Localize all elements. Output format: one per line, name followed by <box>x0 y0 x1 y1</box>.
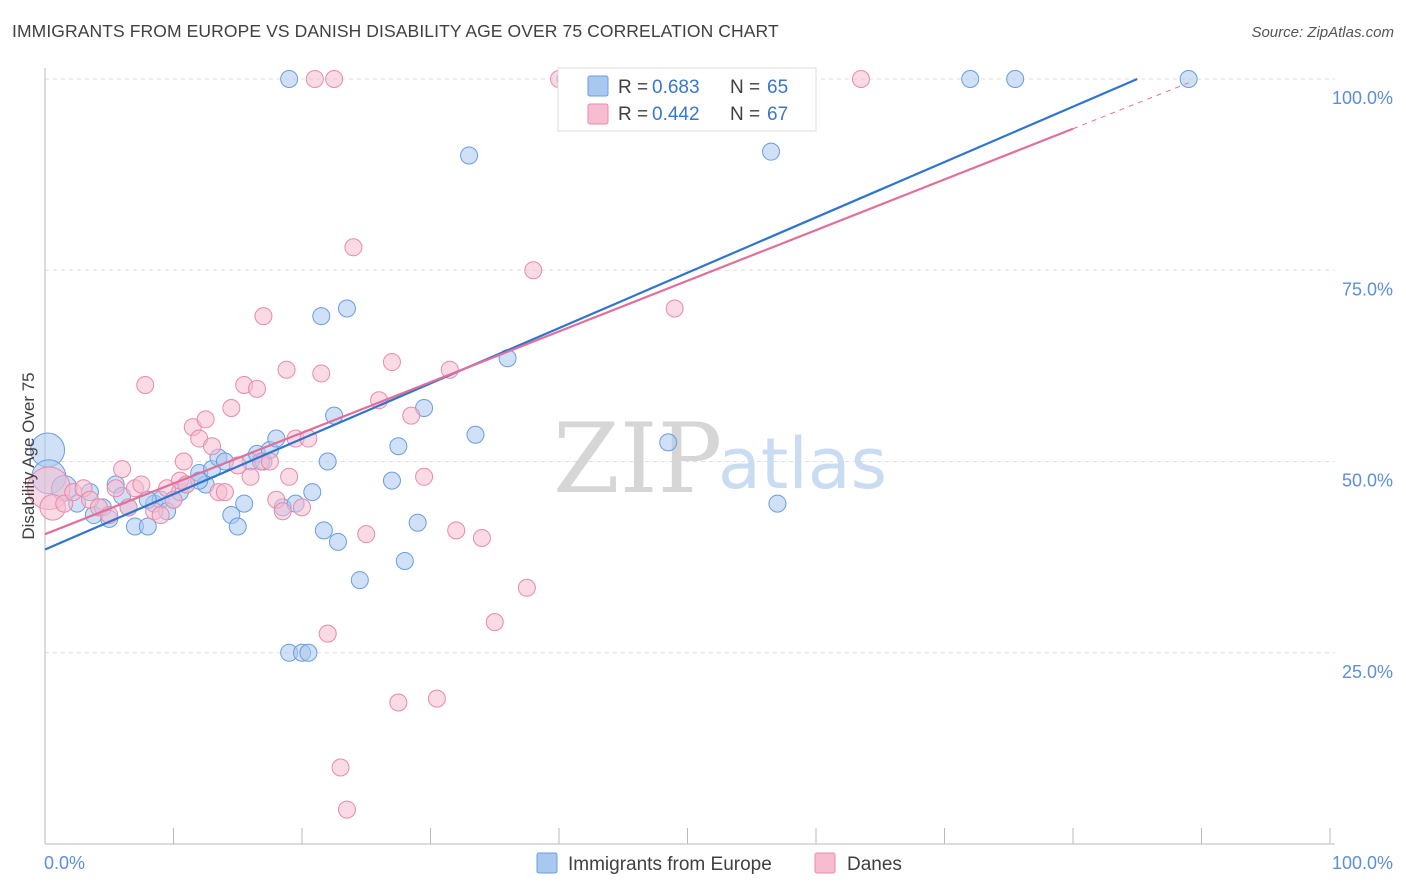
data-point <box>331 758 350 777</box>
data-point <box>138 517 157 536</box>
y-axis-tick-labels: 100.0% 75.0% 50.0% 25.0% <box>1332 88 1393 682</box>
data-point <box>203 437 222 456</box>
legend-label-danes: Danes <box>847 854 902 875</box>
data-point <box>524 261 543 280</box>
data-point <box>235 494 254 513</box>
data-point <box>1006 70 1025 88</box>
data-point <box>280 70 299 88</box>
data-point <box>248 379 267 398</box>
data-point <box>273 502 292 521</box>
data-point <box>325 70 344 88</box>
data-point <box>389 693 408 712</box>
y-tick-label: 75.0% <box>1342 279 1393 299</box>
data-point <box>151 506 170 525</box>
y-tick-label: 50.0% <box>1342 471 1393 491</box>
data-point <box>460 146 479 165</box>
legend-swatch-immigrants <box>536 852 558 874</box>
legend-label-immigrants: Immigrants from Europe <box>568 854 772 875</box>
data-point <box>228 517 247 536</box>
data-point <box>303 483 322 502</box>
data-point <box>254 307 273 326</box>
legend-n-value-1: 65 <box>767 77 788 98</box>
legend-n-label-2: N = <box>730 104 760 125</box>
data-point <box>312 364 331 383</box>
data-point <box>106 479 125 498</box>
y-tick-label: 100.0% <box>1332 88 1393 108</box>
data-point <box>350 571 369 590</box>
legend-swatch-blue <box>587 75 609 97</box>
legend-swatch-pink <box>587 103 609 125</box>
legend-swatch-danes <box>814 852 836 874</box>
legend-n-label-1: N = <box>730 77 760 98</box>
data-point <box>851 70 870 88</box>
data-point <box>382 353 401 372</box>
data-point <box>318 624 337 643</box>
data-point <box>659 433 678 452</box>
x-tick-label-min: 0.0% <box>44 853 85 873</box>
legend-r-value-2: 0.442 <box>652 104 700 125</box>
series-immigrants-points <box>30 70 1198 662</box>
legend-n-value-2: 67 <box>767 104 788 125</box>
data-point <box>305 70 324 88</box>
data-point <box>517 578 536 597</box>
data-point <box>389 437 408 456</box>
stats-legend: R = 0.683 N = 65 R = 0.442 N = 67 <box>557 67 817 132</box>
legend-r-value-1: 0.683 <box>652 77 700 98</box>
data-point <box>241 467 260 486</box>
data-point <box>299 643 318 662</box>
data-point <box>408 513 427 532</box>
data-point <box>665 299 684 318</box>
trend-line-danes <box>44 127 1074 536</box>
trend-line-danes-extension <box>1072 82 1189 130</box>
trend-lines <box>44 77 1189 551</box>
data-point <box>485 613 504 632</box>
data-point <box>280 467 299 486</box>
watermark-zip: ZIP <box>553 403 722 515</box>
data-point <box>312 307 331 326</box>
chart-title: IMMIGRANTS FROM EUROPE VS DANISH DISABIL… <box>12 21 779 41</box>
data-point <box>215 483 234 502</box>
source-label: Source: ZipAtlas.com <box>1251 24 1394 41</box>
y-tick-label: 25.0% <box>1342 662 1393 682</box>
data-point <box>395 551 414 570</box>
watermark-atlas: atlas <box>718 423 887 505</box>
data-point <box>337 800 356 819</box>
legend-r-label-1: R = <box>618 77 648 98</box>
data-point <box>961 70 980 88</box>
data-point <box>427 689 446 708</box>
data-point <box>466 425 485 444</box>
data-point <box>196 410 215 429</box>
data-point <box>402 406 421 425</box>
data-point <box>174 452 193 471</box>
legend-r-label-2: R = <box>618 104 648 125</box>
data-point <box>222 398 241 417</box>
series-legend: Immigrants from Europe Danes <box>536 852 902 875</box>
data-point <box>328 532 347 551</box>
grid-lines <box>45 78 1335 654</box>
data-point <box>344 238 363 257</box>
data-point <box>415 467 434 486</box>
data-point <box>113 460 132 479</box>
data-point <box>136 376 155 394</box>
data-point <box>337 299 356 318</box>
data-point <box>768 494 787 513</box>
data-point <box>472 529 491 547</box>
data-point <box>318 452 337 471</box>
data-point <box>357 525 376 544</box>
data-point <box>447 521 466 540</box>
data-point <box>382 471 401 490</box>
y-axis-label: Disability Age Over 75 <box>19 372 38 539</box>
trend-line-immigrants <box>44 77 1138 551</box>
data-point <box>762 142 781 161</box>
x-axis-ticks <box>44 828 1331 844</box>
data-point <box>277 360 296 379</box>
series-danes-points <box>27 70 870 819</box>
data-point <box>132 475 151 494</box>
data-point <box>1179 70 1198 88</box>
data-point <box>314 521 333 540</box>
data-point <box>293 498 311 517</box>
x-tick-label-max: 100.0% <box>1332 853 1393 873</box>
